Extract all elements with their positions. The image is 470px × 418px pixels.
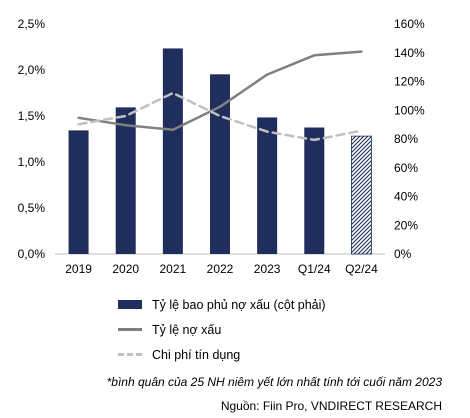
bar xyxy=(210,74,230,254)
x-axis-tick-label: 2019 xyxy=(65,262,92,276)
left-axis-tick-label: 0,5% xyxy=(18,201,46,215)
bar xyxy=(162,48,183,254)
right-axis-tick-label: 80% xyxy=(394,132,418,146)
right-axis-tick-label: 120% xyxy=(394,75,425,89)
x-axis-tick-label: 2020 xyxy=(112,262,139,276)
right-axis-tick-label: 140% xyxy=(394,46,425,60)
x-axis-tick-label: 2023 xyxy=(254,262,281,276)
legend-swatch-bar xyxy=(118,300,142,309)
legend-item-credit-cost: Chi phí tín dụng xyxy=(118,342,326,367)
legend-label-credit-cost: Chi phí tín dụng xyxy=(152,347,241,362)
legend-item-coverage: Tỷ lệ bao phủ nợ xấu (cột phải) xyxy=(118,292,326,317)
bar xyxy=(351,135,372,255)
left-axis-tick-label: 2,5% xyxy=(18,17,46,31)
footnote: *bình quân của 25 NH niêm yết lớn nhất t… xyxy=(106,375,442,389)
x-axis-tick-label: Q2/24 xyxy=(345,262,378,276)
legend-swatch-dashed xyxy=(118,353,142,356)
legend-label-npl: Tỷ lệ nợ xấu xyxy=(152,322,222,337)
right-axis-tick-label: 160% xyxy=(394,17,425,31)
right-axis-tick-label: 100% xyxy=(394,103,425,117)
left-axis-tick-label: 2,0% xyxy=(18,63,46,77)
right-axis-tick-label: 40% xyxy=(394,190,418,204)
series-line-credit-cost xyxy=(77,91,363,142)
legend-swatch-line xyxy=(118,328,142,331)
bar xyxy=(115,107,136,254)
left-axis-tick-label: 1,5% xyxy=(18,109,46,123)
source-note: Nguồn: Fiin Pro, VNDIRECT RESEARCH xyxy=(220,399,442,413)
chart-area: 0,0% 0,5% 1,0% 1,5% 2,0% 2,5% 0% 20% 40% 60% 80% 10… xyxy=(18,17,425,276)
right-axis-tick-label: 0% xyxy=(394,247,412,261)
plot-group: 0,0% 0,5% 1,0% 1,5% 2,0% 2,5% 0% 20% 40% 60% 80% 10… xyxy=(18,17,425,276)
bar xyxy=(304,127,325,254)
right-axis-tick-label: 60% xyxy=(394,161,418,175)
x-axis-tick-label: Q1/24 xyxy=(298,262,331,276)
legend-item-npl: Tỷ lệ nợ xấu xyxy=(118,317,326,342)
left-axis-tick-label: 0,0% xyxy=(18,247,46,261)
legend: Tỷ lệ bao phủ nợ xấu (cột phải) Tỷ lệ nợ… xyxy=(118,292,326,367)
right-axis-tick-label: 20% xyxy=(394,218,418,232)
series-line-npl xyxy=(77,50,363,132)
left-axis-tick-label: 1,0% xyxy=(18,155,46,169)
legend-label-coverage: Tỷ lệ bao phủ nợ xấu (cột phải) xyxy=(152,297,326,312)
x-axis-tick-label: 2021 xyxy=(160,262,187,276)
bar xyxy=(257,117,278,254)
x-axis-tick-label: 2022 xyxy=(207,262,234,276)
bar xyxy=(68,130,89,254)
